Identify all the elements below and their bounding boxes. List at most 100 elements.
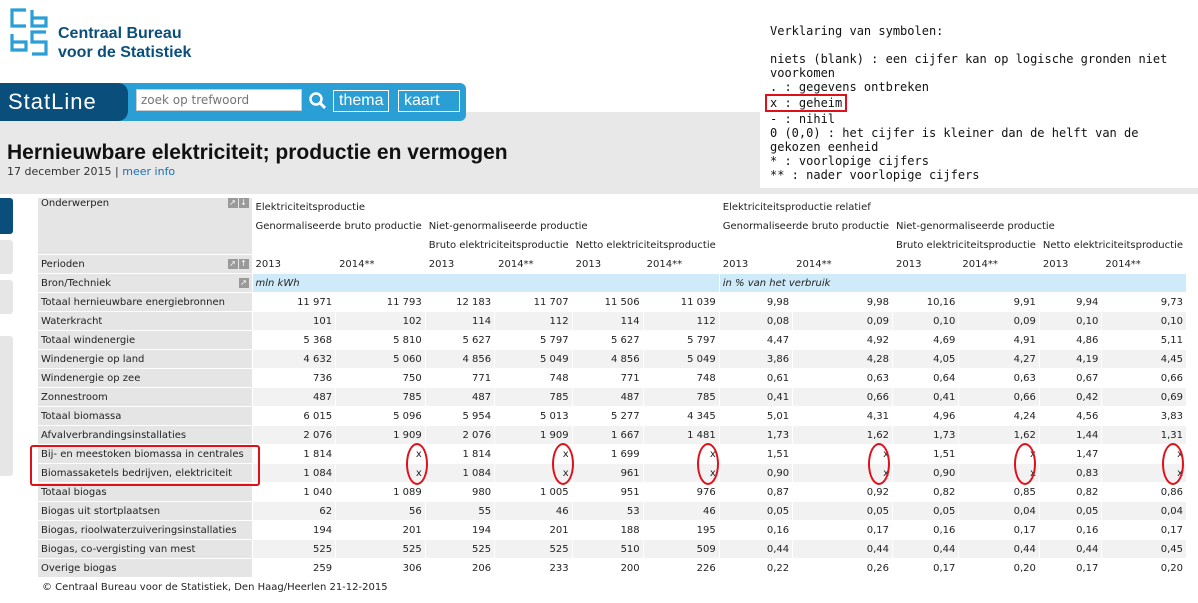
table-cell: 1,51 — [719, 444, 794, 464]
side-panel[interactable] — [0, 336, 13, 476]
page-subtitle: 17 december 2015 | meer info — [7, 165, 175, 178]
table-cell: 4,86 — [1039, 330, 1103, 350]
table-cell: 0,82 — [1039, 482, 1103, 502]
pivot-icon[interactable]: ↗ — [238, 277, 249, 288]
arrow-down-icon[interactable]: ↓ — [238, 198, 249, 208]
table-cell: 1 084 — [425, 463, 496, 483]
table-cell: 0,41 — [719, 387, 794, 407]
table-cell: 1,44 — [1039, 425, 1103, 445]
table-cell: 46 — [494, 501, 573, 521]
table-cell: 55 — [425, 501, 496, 521]
table-cell: 5 627 — [425, 330, 496, 350]
side-tab[interactable] — [0, 280, 13, 314]
table-cell: 0,66 — [958, 387, 1040, 407]
table-cell: 4,96 — [892, 406, 960, 426]
search-input[interactable] — [136, 89, 302, 111]
highlight-oval — [1162, 443, 1184, 485]
brand-name-line2: voor de Statistiek — [58, 44, 192, 61]
row-label: Totaal biomassa — [38, 406, 253, 426]
period-header: 2014** — [958, 254, 1040, 274]
legend-item: * : voorlopige cijfers — [770, 154, 929, 168]
table-cell: 9,73 — [1101, 292, 1187, 312]
table-cell: 0,44 — [892, 539, 960, 559]
more-info-link[interactable]: meer info — [122, 165, 176, 178]
table-cell: 306 — [335, 558, 426, 578]
table-cell: 56 — [335, 501, 426, 521]
brand-name-line1: Centraal Bureau — [58, 25, 182, 42]
table-cell: 259 — [252, 558, 337, 578]
header-bron-techniek: Bron/Techniek ↗ — [38, 273, 253, 293]
table-cell: 0,45 — [1101, 539, 1187, 559]
statline-navbar: StatLine thema kaart — [0, 83, 466, 121]
row-label: Biogas uit stortplaatsen — [38, 501, 253, 521]
data-table: Onderwerpen ↗ ↓ Elektriciteitsproductie E… — [38, 198, 1188, 578]
legend-item: 0 (0,0) : het cijfer is kleiner dan de h… — [770, 126, 1139, 154]
table-cell: 1 481 — [643, 425, 720, 445]
subgroup-header: Bruto elektriciteitsproductie — [425, 235, 573, 255]
row-label: Windenergie op zee — [38, 368, 253, 388]
table-row: Totaal biogas 1 040 1 089 980 1 005 951 976 0,8… — [38, 482, 1187, 502]
subgroup-header: Genormaliseerde bruto productie — [252, 216, 426, 236]
thema-button[interactable]: thema — [333, 90, 390, 112]
header-perioden: Perioden ↗ ↑ — [38, 254, 253, 274]
table-cell: 1 699 — [572, 444, 644, 464]
period-header: 2014** — [494, 254, 573, 274]
table-cell: 11 971 — [252, 292, 337, 312]
table-cell: 0,90 — [892, 463, 960, 483]
table-cell: 0,41 — [892, 387, 960, 407]
table-row: Bij- en meestoken biomassa in centrales 1… — [38, 444, 1187, 464]
table-cell: 510 — [572, 539, 644, 559]
arrow-up-icon[interactable]: ↑ — [238, 258, 249, 269]
table-cell: 0,17 — [792, 520, 894, 540]
row-label: Waterkracht — [38, 311, 253, 331]
search-icon[interactable] — [306, 89, 330, 113]
cbs-logo-icon — [10, 8, 48, 56]
unit-label: in % van het verbruik — [719, 273, 1188, 293]
table-cell: 9,94 — [1039, 292, 1103, 312]
table-cell: 1 814 — [425, 444, 496, 464]
table-cell: 5 096 — [335, 406, 426, 426]
table-cell: 1,31 — [1101, 425, 1187, 445]
table-cell: 1 909 — [494, 425, 573, 445]
table-cell: 4 345 — [643, 406, 720, 426]
copyright-footer: © Centraal Bureau voor de Statistiek, De… — [42, 582, 388, 593]
table-cell: 0,26 — [792, 558, 894, 578]
table-cell: 1 005 — [494, 482, 573, 502]
table-cell: 0,63 — [792, 368, 894, 388]
table-cell: 1 040 — [252, 482, 337, 502]
table-cell: 4 856 — [425, 349, 496, 369]
table-cell: 5 368 — [252, 330, 337, 350]
table-cell: 194 — [425, 520, 496, 540]
statline-home-link[interactable]: StatLine — [0, 83, 128, 121]
table-cell: 0,66 — [792, 387, 894, 407]
table-cell: 2 076 — [252, 425, 337, 445]
table-cell: 525 — [425, 539, 496, 559]
row-label: Totaal biogas — [38, 482, 253, 502]
table-cell: 11 506 — [572, 292, 644, 312]
kaart-button[interactable]: kaart — [398, 90, 460, 112]
table-cell: 0,10 — [1039, 311, 1103, 331]
highlight-oval — [1014, 443, 1036, 485]
pivot-icon[interactable]: ↗ — [227, 258, 238, 269]
table-cell: 771 — [425, 368, 496, 388]
table-cell: 0,17 — [1039, 558, 1103, 578]
table-cell: 5 627 — [572, 330, 644, 350]
table-cell: 53 — [572, 501, 644, 521]
table-cell: 11 039 — [643, 292, 720, 312]
highlight-oval — [552, 443, 574, 485]
table-cell: 0,82 — [892, 482, 960, 502]
table-cell: 112 — [643, 311, 720, 331]
group-header: Elektriciteitsproductie relatief — [719, 198, 1188, 217]
unit-label: mln kWh — [252, 273, 720, 293]
pivot-icon[interactable]: ↗ — [227, 198, 238, 208]
table-cell: 980 — [425, 482, 496, 502]
row-label: Totaal windenergie — [38, 330, 253, 350]
legend-item: niets (blank) : een cijfer kan op logisc… — [770, 52, 1168, 80]
table-cell: 62 — [252, 501, 337, 521]
side-tab[interactable] — [0, 240, 13, 274]
table-cell: 188 — [572, 520, 644, 540]
table-cell: 0,67 — [1039, 368, 1103, 388]
side-tab-menu[interactable] — [0, 198, 13, 234]
table-cell: 951 — [572, 482, 644, 502]
row-label: Zonnestroom — [38, 387, 253, 407]
